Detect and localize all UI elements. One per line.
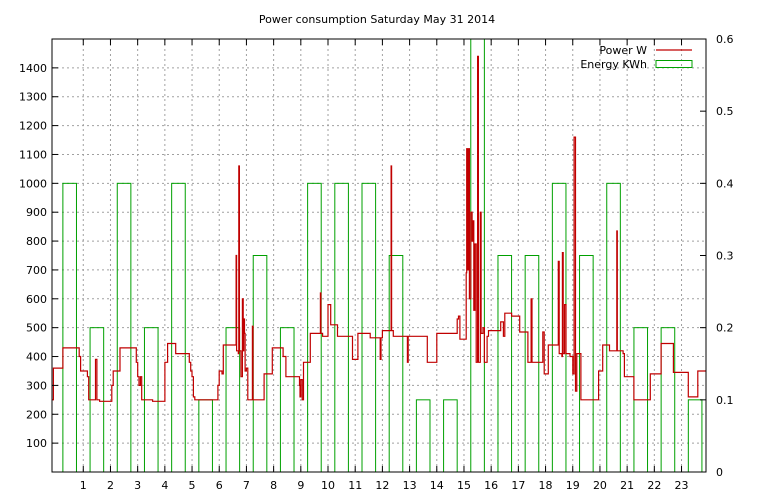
y-right-tick-label: 0 bbox=[716, 466, 723, 479]
x-tick-label: 20 bbox=[593, 479, 607, 492]
y-right-tick-label: 0.1 bbox=[716, 394, 734, 407]
energy-bar bbox=[334, 182, 349, 473]
x-tick-label: 6 bbox=[216, 479, 223, 492]
x-tick-label: 3 bbox=[134, 479, 141, 492]
energy-bar bbox=[307, 182, 322, 473]
energy-bar bbox=[687, 399, 703, 473]
x-tick-label: 1 bbox=[80, 479, 87, 492]
power-line bbox=[52, 55, 706, 402]
y-right-tick-label: 0.2 bbox=[716, 322, 734, 335]
x-tick-label: 19 bbox=[566, 479, 580, 492]
energy-bar bbox=[443, 399, 458, 473]
x-tick-label: 18 bbox=[539, 479, 553, 492]
x-tick-label: 2 bbox=[107, 479, 114, 492]
y-left-tick-label: 600 bbox=[26, 293, 47, 306]
y-left-tick-label: 800 bbox=[26, 235, 47, 248]
y-left-tick-label: 700 bbox=[26, 264, 47, 277]
x-tick-label: 13 bbox=[403, 479, 417, 492]
legend-label: Power W bbox=[599, 44, 647, 57]
energy-bar bbox=[279, 327, 295, 473]
energy-bar bbox=[62, 182, 77, 473]
energy-bar bbox=[497, 255, 513, 473]
y-left-tick-label: 1300 bbox=[19, 91, 47, 104]
y-left-tick-label: 900 bbox=[26, 206, 47, 219]
plot-frame bbox=[51, 38, 707, 473]
y-right-tick-label: 0.4 bbox=[716, 177, 734, 190]
x-tick-label: 14 bbox=[430, 479, 444, 492]
x-tick-label: 8 bbox=[270, 479, 277, 492]
x-tick-label: 7 bbox=[243, 479, 250, 492]
y-left-tick-label: 1000 bbox=[19, 177, 47, 190]
energy-bar bbox=[660, 327, 676, 473]
x-tick-label: 21 bbox=[620, 479, 634, 492]
legend-label: Energy KWh bbox=[580, 58, 647, 71]
y-left-tick-label: 200 bbox=[26, 408, 47, 421]
x-tick-label: 9 bbox=[297, 479, 304, 492]
y-left-tick-label: 1200 bbox=[19, 120, 47, 133]
axes: 1 2 3 4 5 6 7 8 9 10 11 12 13 14 15 16 17 18 19 20 21 22 23100… bbox=[19, 33, 734, 492]
x-tick-label: 16 bbox=[484, 479, 498, 492]
x-tick-label: 17 bbox=[511, 479, 525, 492]
energy-bar bbox=[252, 255, 268, 473]
energy-bar bbox=[524, 255, 540, 473]
x-tick-label: 22 bbox=[647, 479, 661, 492]
y-left-tick-label: 300 bbox=[26, 379, 47, 392]
chart-title: Power consumption Saturday May 31 2014 bbox=[259, 13, 495, 26]
x-tick-label: 23 bbox=[675, 479, 689, 492]
x-tick-label: 10 bbox=[321, 479, 335, 492]
y-right-tick-label: 0.3 bbox=[716, 250, 734, 263]
x-tick-label: 12 bbox=[375, 479, 389, 492]
energy-bar bbox=[415, 399, 431, 473]
y-left-tick-label: 1100 bbox=[19, 148, 47, 161]
legend-swatch-box bbox=[655, 60, 693, 68]
x-tick-label: 15 bbox=[457, 479, 471, 492]
x-tick-label: 11 bbox=[348, 479, 362, 492]
y-right-tick-label: 0.5 bbox=[716, 105, 734, 118]
y-left-tick-label: 500 bbox=[26, 322, 47, 335]
y-left-tick-label: 100 bbox=[26, 437, 47, 450]
x-tick-label: 4 bbox=[161, 479, 168, 492]
y-right-tick-label: 0.6 bbox=[716, 33, 734, 46]
y-left-tick-label: 1400 bbox=[19, 62, 47, 75]
energy-bar bbox=[198, 399, 213, 473]
energy-bar bbox=[579, 255, 594, 473]
grid-lines bbox=[52, 39, 706, 472]
y-left-tick-label: 400 bbox=[26, 351, 47, 364]
power-series-line bbox=[52, 55, 706, 402]
energy-bar bbox=[225, 327, 241, 473]
x-tick-label: 5 bbox=[189, 479, 196, 492]
